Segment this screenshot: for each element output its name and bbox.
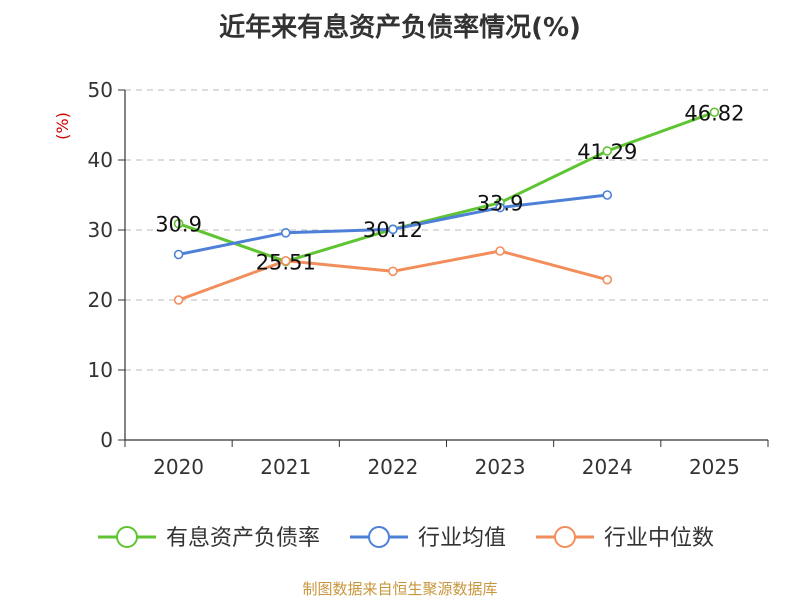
series-point-1: [173, 249, 184, 260]
x-tick-label: 2021: [260, 455, 311, 479]
series-point-1: [388, 224, 398, 235]
data-label: 33.9: [477, 192, 524, 216]
x-tick-labels: 2020 2021 2022 2023 2024 2025: [153, 455, 740, 479]
data-labels: 30.9 25.51 30.12 33.9 41.29 46.82: [155, 101, 744, 274]
axes: [118, 89, 769, 447]
x-tick-label: 2025: [689, 455, 740, 479]
chart-title: 近年来有息资产负债率情况(%): [219, 12, 581, 43]
y-tick-labels: 0 10 20 30 40 50: [88, 78, 113, 452]
legend-label-0: 有息资产负债率: [166, 526, 320, 551]
y-tick-label: 0: [100, 428, 113, 452]
series-point-2: [280, 255, 291, 266]
series-point-0: [173, 218, 184, 229]
y-axis-label: (%): [53, 112, 72, 140]
series-point-2: [495, 246, 505, 256]
series-point-2: [602, 274, 613, 285]
y-tick-label: 10: [88, 358, 113, 382]
y-tick-label: 30: [88, 218, 113, 242]
series-point-2: [173, 295, 184, 305]
data-label: 25.51: [256, 250, 316, 274]
series-points: [173, 107, 720, 305]
legend-label-1: 行业均值: [418, 526, 506, 551]
x-tick-label: 2023: [475, 455, 526, 479]
data-label: 30.9: [155, 213, 202, 237]
series-point-2: [388, 266, 398, 277]
series-line-0: [178, 110, 715, 263]
legend-label-2: 行业中位数: [604, 526, 714, 551]
series-point-1: [602, 190, 613, 200]
legend: 有息资产负债率 行业均值 行业中位数: [98, 526, 714, 551]
x-tick-label: 2022: [367, 455, 418, 479]
legend-marker-1: [368, 526, 390, 548]
data-label: 30.12: [363, 218, 423, 242]
legend-marker-2: [554, 526, 576, 548]
gridlines: [125, 89, 768, 371]
series-point-0: [602, 146, 613, 156]
source-note: 制图数据来自恒生聚源数据库: [302, 580, 497, 598]
data-label: 46.82: [684, 101, 744, 125]
series-point-0: [709, 107, 720, 118]
x-tick-label: 2020: [153, 455, 204, 479]
series-point-1: [495, 202, 505, 213]
y-tick-label: 50: [88, 78, 113, 102]
data-label: 41.29: [577, 140, 637, 164]
y-tick-label: 20: [88, 288, 113, 312]
series-point-1: [280, 228, 291, 238]
x-tick-label: 2024: [582, 455, 633, 479]
y-tick-label: 40: [88, 148, 113, 172]
legend-marker-0: [116, 526, 138, 548]
